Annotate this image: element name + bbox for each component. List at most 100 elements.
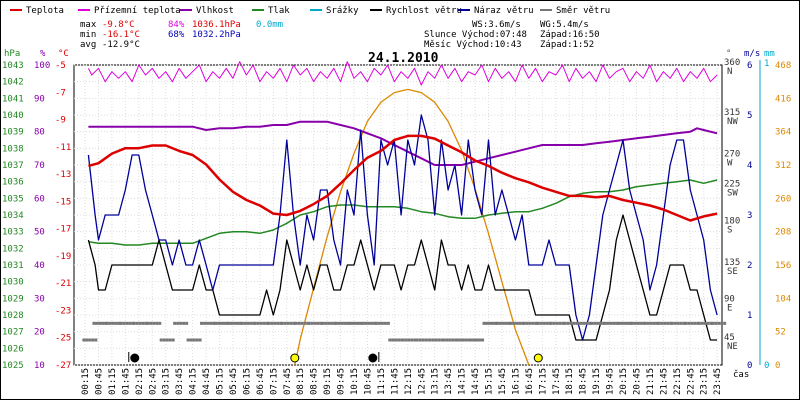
temp-tick-label: -23: [55, 306, 71, 316]
wind-direction-dot: [676, 321, 680, 325]
hpa-tick-label: 1036: [2, 178, 24, 188]
stats-min-label: min: [80, 30, 96, 40]
time-tick-label: 14:15: [458, 368, 468, 395]
wind-direction-dot: [267, 321, 271, 325]
wind-direction-dot: [159, 338, 163, 342]
time-tick-label: 06:15: [242, 368, 252, 395]
pct-axis-label: %: [40, 49, 46, 59]
wind-direction-dot: [383, 321, 387, 325]
wind-direction-dot: [141, 321, 145, 325]
wind-direction-dot: [646, 321, 650, 325]
wind-direction-dot: [407, 338, 411, 342]
wind-direction-dot: [706, 321, 710, 325]
hpa-tick-label: 1029: [2, 294, 24, 304]
wind-direction-dot: [203, 321, 207, 325]
time-tick-label: 07:15: [269, 368, 279, 395]
wind-direction-dot: [105, 321, 109, 325]
wind-direction-dot: [108, 321, 112, 325]
wind-direction-dot: [566, 321, 570, 325]
wind-direction-dot: [168, 338, 172, 342]
wind-direction-dot: [327, 321, 331, 325]
wind-direction-dot: [418, 338, 422, 342]
wind-direction-dot: [603, 321, 607, 325]
temp-tick-label: -5: [55, 61, 66, 71]
wind-direction-dot: [394, 338, 398, 342]
hpa-tick-label: 1031: [2, 261, 24, 271]
wind-direction-dot: [91, 338, 95, 342]
moonrise-icon: [368, 353, 378, 363]
wind-direction-dot: [222, 321, 226, 325]
wind-direction-dot: [128, 321, 132, 325]
series-teplota: [88, 134, 718, 222]
hpa-tick-label: 1032: [2, 244, 24, 254]
wind-direction-dot: [448, 338, 452, 342]
wind-direction-dot: [198, 338, 202, 342]
hpa-tick-label: 1040: [2, 111, 24, 121]
stats-min-hum: 68%: [168, 30, 185, 40]
wind-direction-dot: [85, 338, 89, 342]
wind-direction-dot: [504, 321, 508, 325]
wind-direction-dot: [542, 321, 546, 325]
wind-direction-dot: [219, 321, 223, 325]
wind-direction-dot: [445, 338, 449, 342]
wind-direction-dot: [442, 338, 446, 342]
wind-direction-dot: [348, 321, 351, 325]
time-tick-label: 11:45: [390, 368, 400, 395]
wind-direction-dot: [437, 338, 441, 342]
wind-direction-dot: [289, 321, 293, 325]
wind-direction-dot: [461, 338, 465, 342]
wind-direction-dot: [101, 321, 105, 325]
wind-direction-dot: [229, 321, 233, 325]
direction-name-label: SW: [727, 189, 738, 199]
hpa-tick-label: 1042: [2, 78, 24, 88]
mm-axis-label: mm: [764, 49, 775, 59]
temp-tick-label: -9: [55, 116, 66, 126]
series-sun: [294, 88, 530, 366]
hpa-tick-label: 1039: [2, 128, 24, 138]
pct-tick-label: 20: [34, 328, 45, 338]
wind-direction-dot: [670, 321, 674, 325]
wind-direction-dot: [579, 321, 583, 325]
wind-direction-dot: [386, 321, 390, 325]
wind-direction-dot: [693, 321, 697, 325]
ms-tick-label: 4: [747, 161, 752, 171]
radiation-tick-label: 416: [775, 94, 791, 104]
time-tick-label: 10:45: [363, 368, 373, 395]
wind-direction-dot: [235, 321, 239, 325]
wind-direction-dot: [189, 338, 193, 342]
direction-value-label: 315: [724, 108, 740, 118]
stats-max-temp: -9.8°C: [102, 20, 135, 30]
wind-direction-dot: [273, 321, 277, 325]
wind-direction-dot: [401, 338, 405, 342]
temp-tick-label: -17: [55, 225, 71, 235]
wind-direction-dot: [549, 321, 553, 325]
wind-direction-dot: [434, 338, 438, 342]
wind-direction-dot: [451, 338, 455, 342]
legend-label-teplota: Teplota: [26, 6, 64, 16]
time-tick-label: 18:45: [579, 368, 589, 395]
wind-direction-dot: [415, 338, 419, 342]
direction-value-label: 90: [724, 295, 735, 305]
time-tick-label: 00:45: [94, 368, 104, 395]
temp-tick-label: -21: [55, 279, 71, 289]
wind-direction-dot: [209, 321, 213, 325]
legend-label-tlak: Tlak: [268, 6, 290, 16]
wind-direction-dot: [684, 321, 688, 325]
direction-name-label: W: [727, 159, 733, 169]
wind-direction-dot: [313, 321, 317, 325]
wind-direction-dot: [539, 321, 543, 325]
wind-direction-dot: [488, 321, 492, 325]
time-tick-label: 09:45: [337, 368, 347, 395]
wind-direction-dot: [512, 321, 516, 325]
wind-direction-dot: [114, 321, 118, 325]
time-tick-label: 04:15: [189, 368, 199, 395]
wind-direction-dot: [630, 321, 634, 325]
wind-direction-dot: [703, 321, 707, 325]
time-tick-label: 12:15: [404, 368, 414, 395]
time-tick-label: 06:45: [256, 368, 266, 395]
time-tick-label: 05:15: [216, 368, 226, 395]
wind-direction-dot: [525, 321, 529, 325]
time-tick-label: 02:45: [148, 368, 158, 395]
wind-direction-dot: [192, 338, 196, 342]
